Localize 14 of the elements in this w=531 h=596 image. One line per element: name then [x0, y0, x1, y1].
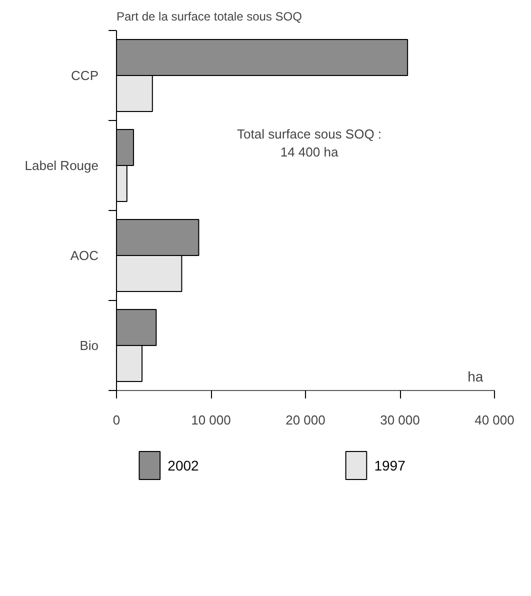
x-axis-title: ha: [468, 368, 484, 384]
y-tick-label: AOC: [70, 248, 98, 263]
x-tick-label: 10 000: [191, 412, 231, 428]
x-tick-label: 0: [112, 412, 120, 428]
chart-title: Part de la surface totale sous SOQ: [116, 10, 302, 24]
x-tick-label: 20 000: [286, 412, 326, 428]
legend-label: 2002: [168, 458, 200, 474]
x-tick-label: 40 000: [474, 412, 514, 428]
y-tick-label: CCP: [71, 68, 99, 83]
annotation: Total surface sous SOQ : 14 400 ha: [237, 126, 382, 160]
y-tick-label: Bio: [80, 338, 99, 353]
y-tick-label: Label Rouge: [24, 158, 99, 173]
legend-label: 1997: [374, 458, 406, 474]
x-tick-label: 30 000: [380, 412, 420, 428]
